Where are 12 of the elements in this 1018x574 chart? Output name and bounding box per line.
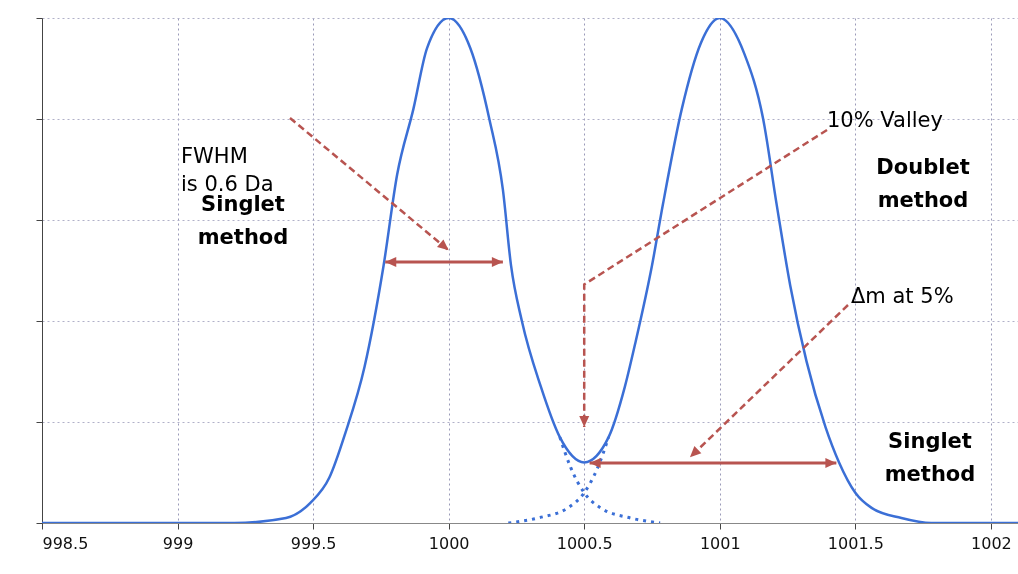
- annotation: Singlet method: [884, 429, 976, 486]
- x-tick-label: 1000.5: [556, 533, 613, 553]
- x-tick-label: 999.5: [290, 533, 337, 553]
- x-tick-label: 1001: [699, 533, 741, 553]
- annotation: Doublet method: [876, 155, 970, 212]
- annotation: Δm at 5%: [851, 284, 954, 308]
- x-tick-label: 998.5: [42, 533, 89, 553]
- annotation: 10% Valley: [827, 108, 943, 132]
- x-tick-label: 1001.5: [827, 533, 884, 553]
- x-tick-label: 1000: [428, 533, 470, 553]
- x-tick-label: 999: [162, 533, 194, 553]
- x-tick-label: 1002: [971, 533, 1012, 553]
